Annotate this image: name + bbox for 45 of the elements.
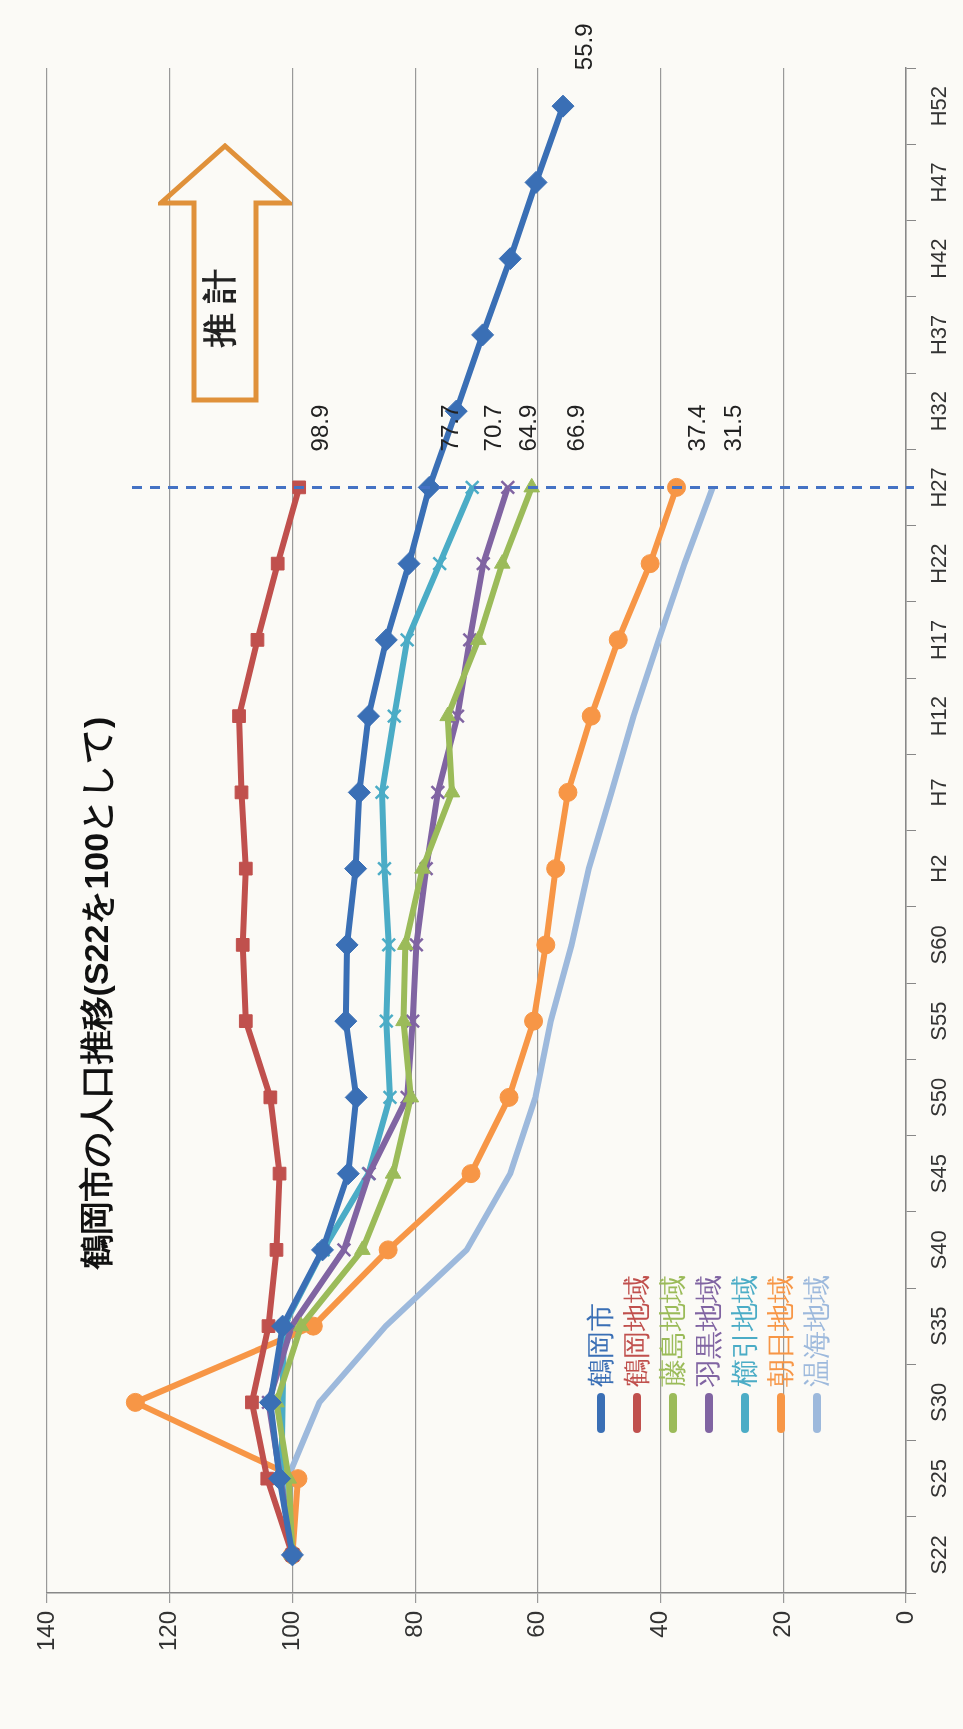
x-tick-label: 140 — [31, 1611, 59, 1652]
y-tick-label: H42 — [926, 238, 952, 279]
x-tick-label: 60 — [522, 1611, 550, 1638]
x-tick-label: 80 — [399, 1611, 427, 1638]
y-tick-label: H7 — [926, 778, 952, 807]
text: 温海地域 — [800, 1275, 833, 1387]
y-tick-label: H22 — [926, 543, 952, 584]
text: 櫛引地域 — [728, 1275, 761, 1387]
y-tick-label: H32 — [926, 390, 952, 432]
text: 鶴岡市 — [584, 1303, 617, 1387]
y-tick-label: S60 — [926, 925, 952, 965]
y-tick-label: H17 — [926, 619, 952, 661]
text: 藤島地域 — [656, 1275, 689, 1387]
y-tick-label: H37 — [926, 314, 952, 356]
data-label: 31.5 — [719, 404, 747, 452]
annotation: 推 計 — [200, 269, 239, 348]
x-tick-label: 20 — [767, 1611, 795, 1638]
y-tick-label: H52 — [926, 85, 952, 127]
text: 鶴岡市の人口推移(S22を100として) — [77, 716, 116, 1272]
y-tick-label: S40 — [926, 1230, 952, 1270]
x-tick-label: 100 — [277, 1611, 305, 1652]
data-label: 37.4 — [683, 404, 711, 452]
data-label: 77.7 — [435, 404, 463, 452]
x-tick-label: 120 — [154, 1611, 182, 1652]
y-tick-label: S25 — [926, 1459, 952, 1499]
text: 羽黒地域 — [692, 1275, 725, 1387]
y-tick-label: S22 — [926, 1535, 952, 1575]
text: 鶴岡地域 — [620, 1275, 653, 1387]
data-label: 70.7 — [478, 404, 506, 452]
data-label: 64.9 — [514, 404, 542, 452]
data-label: 98.9 — [305, 404, 333, 452]
y-tick-label: H47 — [926, 162, 952, 203]
y-tick-label: S55 — [926, 1001, 952, 1041]
text: 朝日地域 — [764, 1275, 797, 1387]
annotation: 66.9 — [562, 404, 590, 452]
y-tick-label: S50 — [926, 1077, 952, 1117]
y-tick-label: S45 — [926, 1154, 952, 1194]
y-tick-label: S30 — [926, 1382, 952, 1422]
y-tick-label: H27 — [926, 467, 952, 508]
y-tick-label: S35 — [926, 1306, 952, 1346]
x-tick-label: 0 — [890, 1611, 918, 1625]
x-tick-label: 40 — [645, 1611, 673, 1638]
y-tick-label: H12 — [926, 695, 952, 737]
y-tick-label: H2 — [926, 854, 952, 883]
data-label: 55.9 — [569, 23, 597, 71]
